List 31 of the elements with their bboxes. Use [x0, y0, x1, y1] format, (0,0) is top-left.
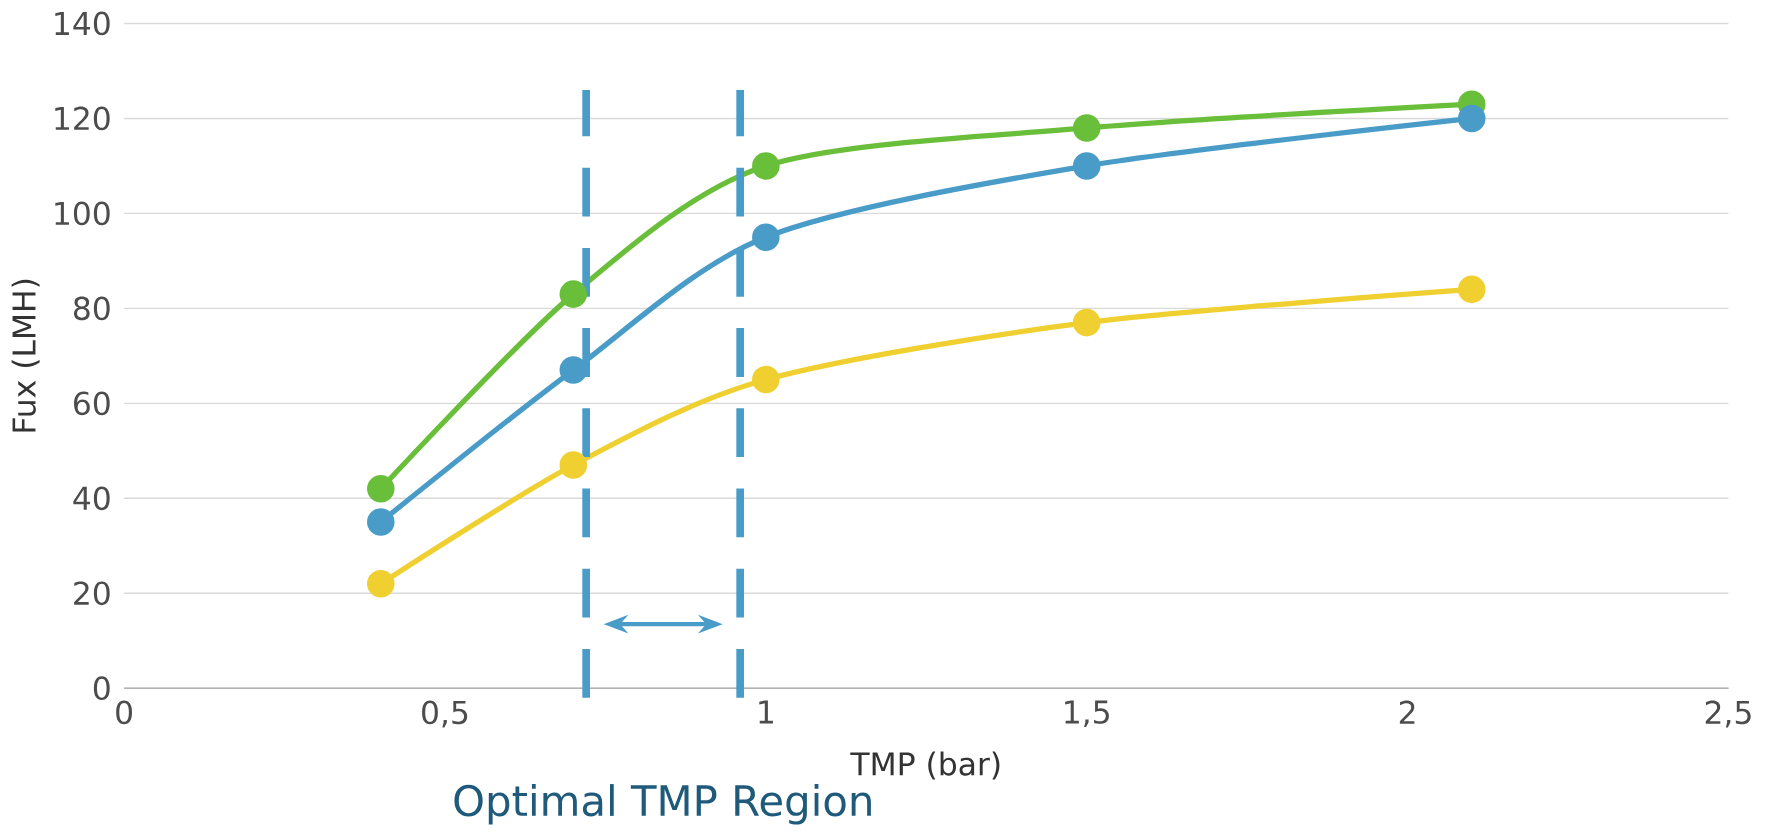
y-tick-label: 40	[73, 486, 110, 511]
point	[367, 508, 395, 536]
x-tick-label: 1	[759, 700, 773, 724]
x-tick-label: 0	[116, 700, 132, 725]
y-tick-label: 60	[74, 391, 110, 416]
point	[752, 365, 780, 394]
x-tick-label: 1,5	[1065, 700, 1109, 727]
point	[559, 280, 588, 308]
x-tick-label: 2,5	[1705, 700, 1751, 728]
y-tick-label: 140	[55, 11, 110, 36]
point	[1457, 104, 1486, 133]
point	[559, 451, 588, 479]
y-tick-label: 0	[93, 676, 110, 700]
text: Optimal TMP Region	[454, 783, 871, 825]
point	[1072, 308, 1101, 337]
point	[1457, 275, 1486, 304]
point	[1072, 114, 1101, 142]
y-tick-label: 100	[55, 201, 110, 226]
y-tick-label: 80	[73, 296, 110, 321]
x-tick-label: 0,5	[422, 700, 468, 728]
point	[367, 474, 395, 503]
x-tick-label: 2	[1399, 700, 1415, 724]
y-tick-label: 20	[74, 581, 110, 606]
point	[559, 356, 588, 384]
x-axis-title: TMP (bar)	[850, 751, 1000, 780]
point	[367, 569, 395, 598]
y-tick-label: 120	[55, 106, 110, 131]
point	[1072, 152, 1101, 180]
point	[752, 152, 780, 180]
y-axis-title: Fux (LMH)	[11, 279, 40, 432]
point	[752, 223, 780, 251]
